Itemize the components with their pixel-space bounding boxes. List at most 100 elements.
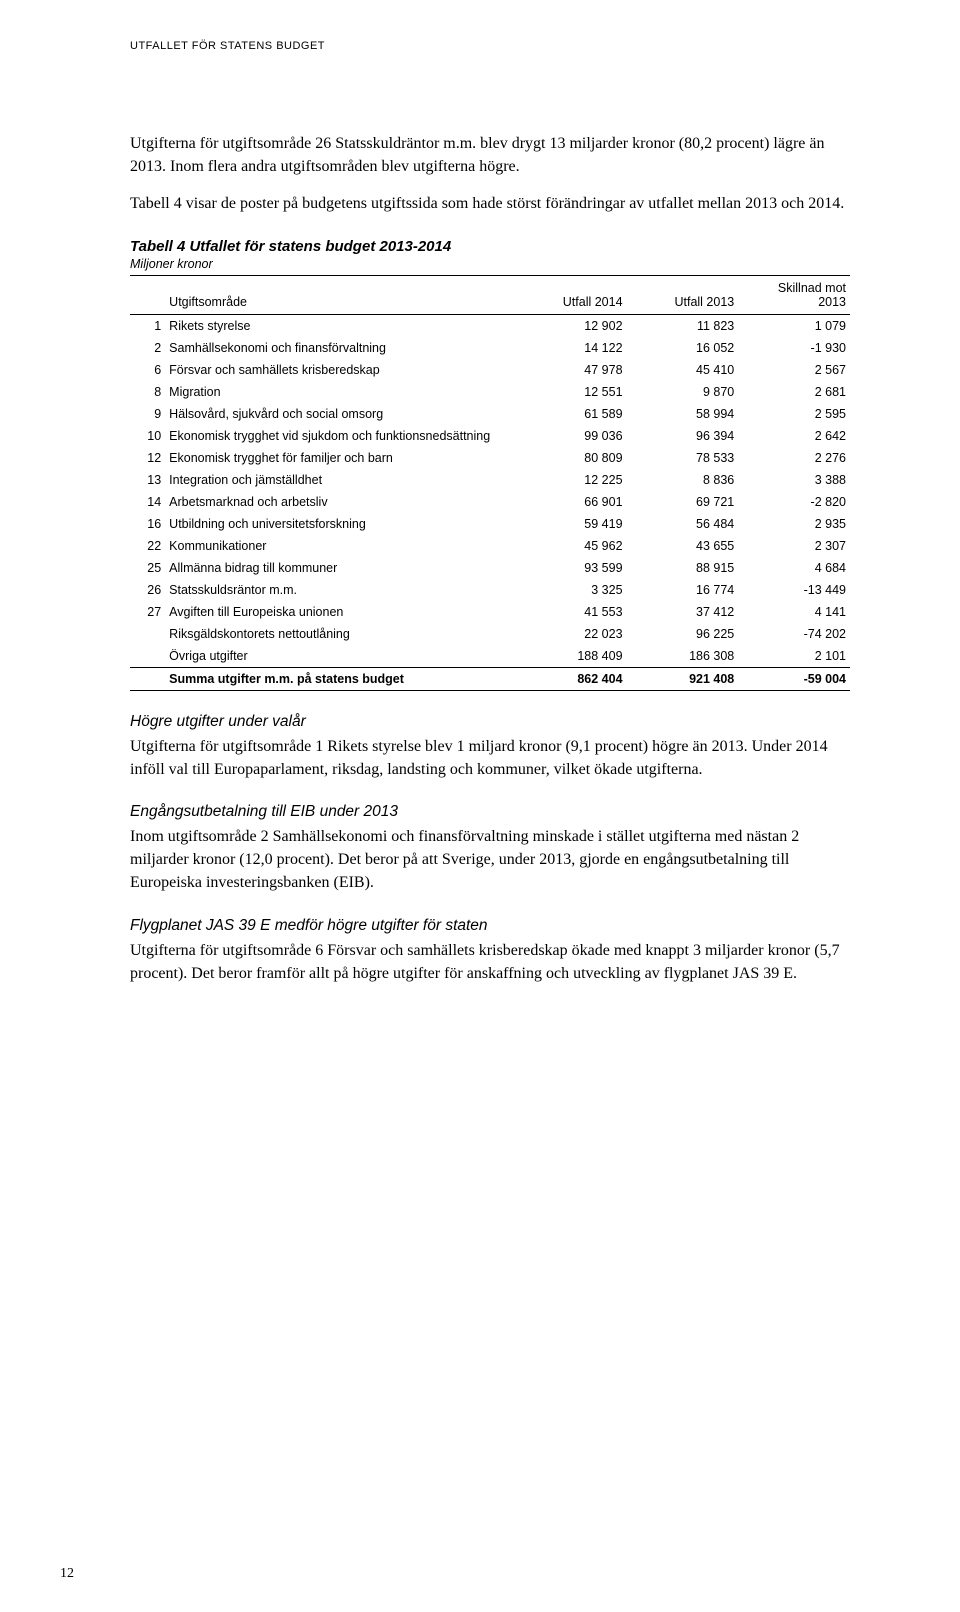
intro-paragraph-2: Tabell 4 visar de poster på budgetens ut…: [130, 192, 850, 215]
row-label: Ekonomisk trygghet vid sjukdom och funkt…: [165, 425, 515, 447]
row-v2: 186 308: [627, 645, 739, 668]
row-v1: 61 589: [515, 403, 627, 425]
section-body: Utgifterna för utgiftsområde 1 Rikets st…: [130, 735, 850, 781]
row-v1: 12 225: [515, 469, 627, 491]
row-v2: 16 774: [627, 579, 739, 601]
table-row: 16Utbildning och universitetsforskning59…: [130, 513, 850, 535]
row-v2: 78 533: [627, 447, 739, 469]
section-body: Utgifterna för utgiftsområde 6 Försvar o…: [130, 939, 850, 985]
table-row: 10Ekonomisk trygghet vid sjukdom och fun…: [130, 425, 850, 447]
page-number: 12: [60, 1566, 74, 1582]
row-v2: 45 410: [627, 359, 739, 381]
row-v1: 93 599: [515, 557, 627, 579]
row-v3: 2 595: [738, 403, 850, 425]
row-label: Ekonomisk trygghet för familjer och barn: [165, 447, 515, 469]
row-v1: 45 962: [515, 535, 627, 557]
table-row: Övriga utgifter188 409186 3082 101: [130, 645, 850, 668]
row-v1: 99 036: [515, 425, 627, 447]
table-subtitle: Miljoner kronor: [130, 257, 850, 271]
row-label: Övriga utgifter: [165, 645, 515, 668]
row-label: Utbildning och universitetsforskning: [165, 513, 515, 535]
row-v2: 43 655: [627, 535, 739, 557]
sum-v2: 921 408: [627, 667, 739, 690]
row-v1: 14 122: [515, 337, 627, 359]
row-v3: 3 388: [738, 469, 850, 491]
table-sum-row: Summa utgifter m.m. på statens budget862…: [130, 667, 850, 690]
row-v3: 2 101: [738, 645, 850, 668]
row-number: 25: [130, 557, 165, 579]
row-number: 16: [130, 513, 165, 535]
row-label: Avgiften till Europeiska unionen: [165, 601, 515, 623]
row-v2: 16 052: [627, 337, 739, 359]
row-v3: 2 567: [738, 359, 850, 381]
table-row: 25Allmänna bidrag till kommuner93 59988 …: [130, 557, 850, 579]
row-v3: 2 276: [738, 447, 850, 469]
row-v3: 1 079: [738, 314, 850, 337]
row-v1: 3 325: [515, 579, 627, 601]
section-heading: Flygplanet JAS 39 E medför högre utgifte…: [130, 917, 850, 935]
row-v1: 12 551: [515, 381, 627, 403]
th-skillnad: Skillnad mot 2013: [738, 275, 850, 314]
row-label: Samhällsekonomi och finansförvaltning: [165, 337, 515, 359]
section-heading: Engångsutbetalning till EIB under 2013: [130, 803, 850, 821]
section-body: Inom utgiftsområde 2 Samhällsekonomi och…: [130, 825, 850, 895]
row-v3: 2 642: [738, 425, 850, 447]
row-v1: 66 901: [515, 491, 627, 513]
row-v2: 11 823: [627, 314, 739, 337]
row-v3: 4 141: [738, 601, 850, 623]
th-utfall-2014: Utfall 2014: [515, 275, 627, 314]
table-row: 1Rikets styrelse12 90211 8231 079: [130, 314, 850, 337]
row-label: Rikets styrelse: [165, 314, 515, 337]
row-v3: 2 681: [738, 381, 850, 403]
sum-label: Summa utgifter m.m. på statens budget: [165, 667, 515, 690]
row-v3: -74 202: [738, 623, 850, 645]
row-v1: 41 553: [515, 601, 627, 623]
table-row: 26Statsskuldsräntor m.m.3 32516 774-13 4…: [130, 579, 850, 601]
row-number: 27: [130, 601, 165, 623]
table-row: 6Försvar och samhällets krisberedskap47 …: [130, 359, 850, 381]
row-v1: 22 023: [515, 623, 627, 645]
row-label: Arbetsmarknad och arbetsliv: [165, 491, 515, 513]
section-heading: Högre utgifter under valår: [130, 713, 850, 731]
table-row: 8Migration12 5519 8702 681: [130, 381, 850, 403]
row-v2: 88 915: [627, 557, 739, 579]
row-v2: 9 870: [627, 381, 739, 403]
row-label: Riksgäldskontorets nettoutlåning: [165, 623, 515, 645]
row-label: Statsskuldsräntor m.m.: [165, 579, 515, 601]
intro-paragraph-1: Utgifterna för utgiftsområde 26 Statssku…: [130, 132, 850, 178]
th-utfall-2013: Utfall 2013: [627, 275, 739, 314]
row-v3: 2 307: [738, 535, 850, 557]
row-v1: 12 902: [515, 314, 627, 337]
table-header-row: Utgiftsområde Utfall 2014 Utfall 2013 Sk…: [130, 275, 850, 314]
row-v2: 58 994: [627, 403, 739, 425]
row-v3: -13 449: [738, 579, 850, 601]
row-v2: 69 721: [627, 491, 739, 513]
row-number: [130, 623, 165, 645]
row-v1: 59 419: [515, 513, 627, 535]
table-row: 27Avgiften till Europeiska unionen41 553…: [130, 601, 850, 623]
row-v3: 2 935: [738, 513, 850, 535]
row-v3: -1 930: [738, 337, 850, 359]
running-header: UTFALLET FÖR STATENS BUDGET: [130, 40, 850, 52]
table-row: 9Hälsovård, sjukvård och social omsorg61…: [130, 403, 850, 425]
row-number: 13: [130, 469, 165, 491]
table-row: 13Integration och jämställdhet12 2258 83…: [130, 469, 850, 491]
table-title: Tabell 4 Utfallet för statens budget 201…: [130, 238, 850, 255]
row-v2: 37 412: [627, 601, 739, 623]
row-label: Kommunikationer: [165, 535, 515, 557]
row-number: 22: [130, 535, 165, 557]
row-number: 26: [130, 579, 165, 601]
table-row: Riksgäldskontorets nettoutlåning22 02396…: [130, 623, 850, 645]
row-v3: 4 684: [738, 557, 850, 579]
sum-v1: 862 404: [515, 667, 627, 690]
row-label: Försvar och samhällets krisberedskap: [165, 359, 515, 381]
table-row: 22Kommunikationer45 96243 6552 307: [130, 535, 850, 557]
row-number: 12: [130, 447, 165, 469]
row-number: 8: [130, 381, 165, 403]
document-page: UTFALLET FÖR STATENS BUDGET Utgifterna f…: [0, 0, 960, 1059]
row-number: 10: [130, 425, 165, 447]
row-label: Integration och jämställdhet: [165, 469, 515, 491]
table-row: 12Ekonomisk trygghet för familjer och ba…: [130, 447, 850, 469]
row-v2: 8 836: [627, 469, 739, 491]
budget-table: Utgiftsområde Utfall 2014 Utfall 2013 Sk…: [130, 275, 850, 691]
